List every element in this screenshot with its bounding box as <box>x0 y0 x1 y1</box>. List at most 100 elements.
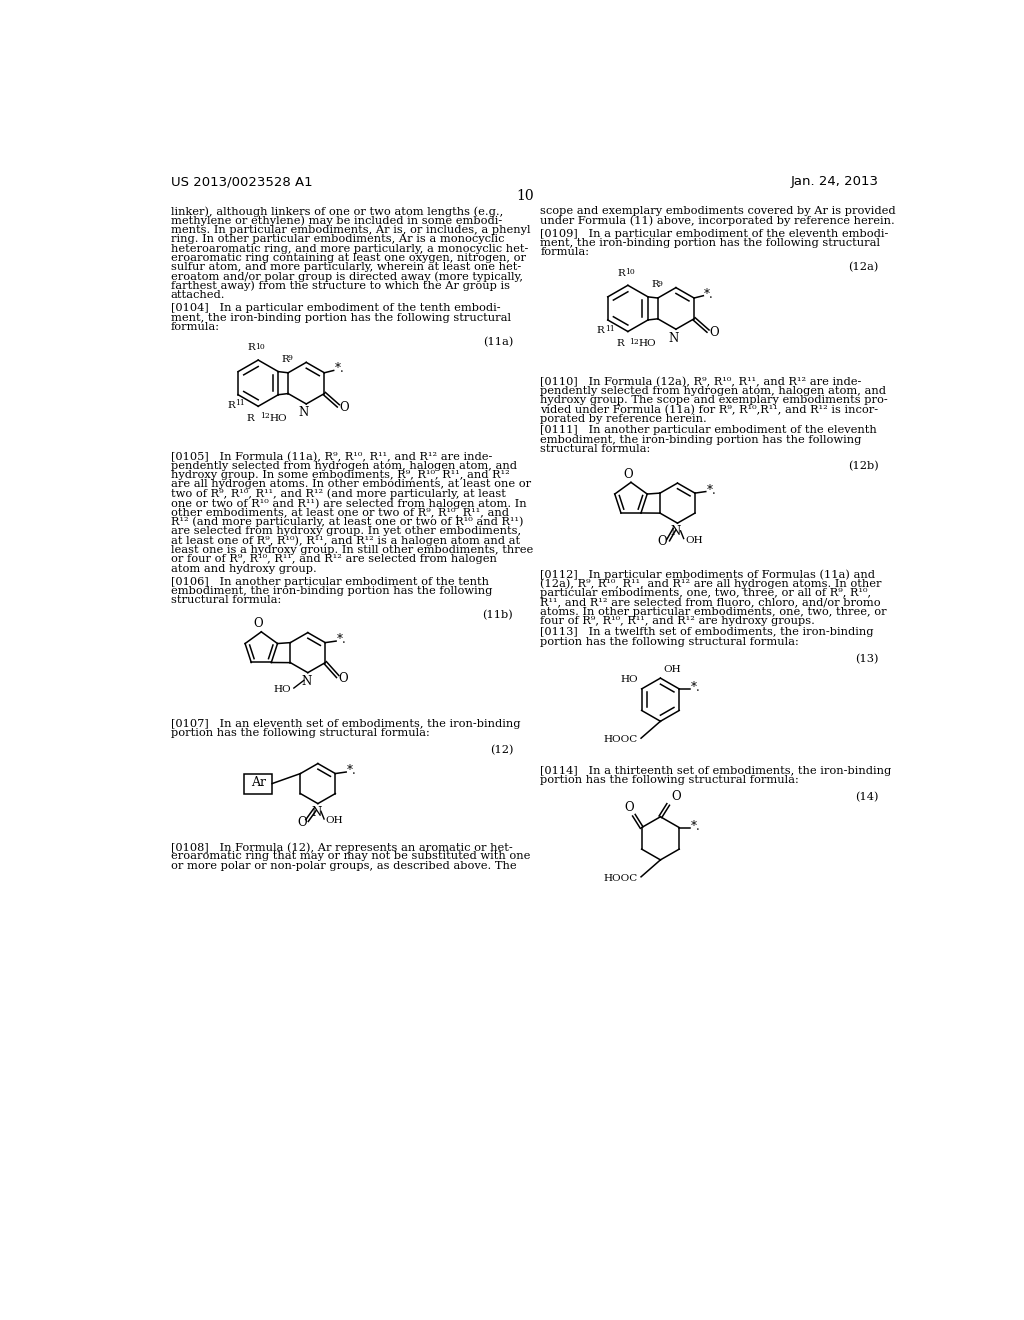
Text: embodiment, the iron-binding portion has the following: embodiment, the iron-binding portion has… <box>541 434 861 445</box>
Text: [0108]   In Formula (12), Ar represents an aromatic or het-: [0108] In Formula (12), Ar represents an… <box>171 842 512 853</box>
Text: O: O <box>710 326 719 339</box>
Text: 9: 9 <box>288 354 293 363</box>
Text: (12): (12) <box>489 744 513 755</box>
Text: eroaromatic ring that may or may not be substituted with one: eroaromatic ring that may or may not be … <box>171 851 530 862</box>
Text: 12: 12 <box>260 412 269 421</box>
Text: formula:: formula: <box>171 322 219 333</box>
Text: OH: OH <box>326 816 343 825</box>
Text: (11b): (11b) <box>482 610 513 620</box>
Text: linker), although linkers of one or two atom lengths (e.g.,: linker), although linkers of one or two … <box>171 206 503 216</box>
Text: R¹² (and more particularly, at least one or two of R¹⁰ and R¹¹): R¹² (and more particularly, at least one… <box>171 517 523 528</box>
Text: [0110]   In Formula (12a), R⁹, R¹⁰, R¹¹, and R¹² are inde-: [0110] In Formula (12a), R⁹, R¹⁰, R¹¹, a… <box>541 376 861 387</box>
Text: eroatom and/or polar group is directed away (more typically,: eroatom and/or polar group is directed a… <box>171 272 522 282</box>
Text: HOOC: HOOC <box>604 735 638 744</box>
Text: O: O <box>338 672 348 685</box>
Text: 10: 10 <box>255 343 265 351</box>
Text: O: O <box>298 816 307 829</box>
Text: scope and exemplary embodiments covered by Ar is provided: scope and exemplary embodiments covered … <box>541 206 896 216</box>
Text: other embodiments, at least one or two of R⁹, R¹⁰, R¹¹, and: other embodiments, at least one or two o… <box>171 507 509 517</box>
Text: or four of R⁹, R¹⁰, R¹¹, and R¹² are selected from halogen: or four of R⁹, R¹⁰, R¹¹, and R¹² are sel… <box>171 554 497 564</box>
Text: ments. In particular embodiments, Ar is, or includes, a phenyl: ments. In particular embodiments, Ar is,… <box>171 224 530 235</box>
Text: N: N <box>301 675 311 688</box>
Text: portion has the following structural formula:: portion has the following structural for… <box>171 729 429 738</box>
Text: (11a): (11a) <box>482 337 513 347</box>
Text: *.: *. <box>691 820 700 833</box>
Text: eroaromatic ring containing at least one oxygen, nitrogen, or: eroaromatic ring containing at least one… <box>171 253 525 263</box>
Text: at least one of R⁹, R¹⁰), R¹¹, and R¹² is a halogen atom and at: at least one of R⁹, R¹⁰), R¹¹, and R¹² i… <box>171 536 520 546</box>
Text: *.: *. <box>705 288 714 301</box>
Text: attached.: attached. <box>171 290 225 300</box>
Text: R: R <box>248 343 255 352</box>
Text: Ar: Ar <box>251 776 265 789</box>
Text: R: R <box>227 401 234 411</box>
Text: R: R <box>651 280 658 289</box>
Text: 11: 11 <box>234 400 245 408</box>
Text: *.: *. <box>691 681 700 694</box>
Text: pendently selected from hydrogen atom, halogen atom, and: pendently selected from hydrogen atom, h… <box>171 461 517 471</box>
Text: *.: *. <box>707 483 717 496</box>
Text: N: N <box>311 807 322 818</box>
Text: porated by reference herein.: porated by reference herein. <box>541 414 707 424</box>
Text: 12: 12 <box>630 338 639 346</box>
Text: R: R <box>282 355 289 364</box>
Text: or more polar or non-polar groups, as described above. The: or more polar or non-polar groups, as de… <box>171 861 516 871</box>
Text: (12b): (12b) <box>848 461 879 471</box>
Text: are selected from hydroxy group. In yet other embodiments,: are selected from hydroxy group. In yet … <box>171 527 521 536</box>
Text: atoms. In other particular embodiments, one, two, three, or: atoms. In other particular embodiments, … <box>541 607 887 616</box>
Text: portion has the following structural formula:: portion has the following structural for… <box>541 775 799 785</box>
Text: Jan. 24, 2013: Jan. 24, 2013 <box>791 176 879 189</box>
Text: US 2013/0023528 A1: US 2013/0023528 A1 <box>171 176 312 189</box>
Text: 9: 9 <box>657 280 663 288</box>
Text: OH: OH <box>664 664 681 673</box>
Text: N: N <box>299 407 309 420</box>
Text: R¹¹, and R¹² are selected from fluoro, chloro, and/or bromo: R¹¹, and R¹² are selected from fluoro, c… <box>541 598 881 607</box>
Text: [0111]   In another particular embodiment of the eleventh: [0111] In another particular embodiment … <box>541 425 877 436</box>
Text: [0106]   In another particular embodiment of the tenth: [0106] In another particular embodiment … <box>171 577 488 586</box>
Text: HO: HO <box>621 676 639 684</box>
Text: methylene or ethylene) may be included in some embodi-: methylene or ethylene) may be included i… <box>171 215 502 226</box>
Text: two of R⁹, R¹⁰, R¹¹, and R¹² (and more particularly, at least: two of R⁹, R¹⁰, R¹¹, and R¹² (and more p… <box>171 488 506 499</box>
Text: [0105]   In Formula (11a), R⁹, R¹⁰, R¹¹, and R¹² are inde-: [0105] In Formula (11a), R⁹, R¹⁰, R¹¹, a… <box>171 451 492 462</box>
Text: [0114]   In a thirteenth set of embodiments, the iron-binding: [0114] In a thirteenth set of embodiment… <box>541 766 892 776</box>
Text: heteroaromatic ring, and more particularly, a monocyclic het-: heteroaromatic ring, and more particular… <box>171 243 528 253</box>
Text: (14): (14) <box>855 792 879 803</box>
Text: N: N <box>669 331 679 345</box>
Text: are all hydrogen atoms. In other embodiments, at least one or: are all hydrogen atoms. In other embodim… <box>171 479 530 490</box>
Text: HOOC: HOOC <box>604 874 638 883</box>
Text: *.: *. <box>347 764 356 777</box>
Text: (13): (13) <box>855 653 879 664</box>
Text: vided under Formula (11a) for R⁹, R¹⁰,R¹¹, and R¹² is incor-: vided under Formula (11a) for R⁹, R¹⁰,R¹… <box>541 405 879 414</box>
Text: O: O <box>623 467 633 480</box>
Text: HO: HO <box>273 685 291 694</box>
Text: farthest away) from the structure to which the Ar group is: farthest away) from the structure to whi… <box>171 281 510 292</box>
Text: R: R <box>247 414 254 422</box>
Text: O: O <box>672 789 681 803</box>
Text: structural formula:: structural formula: <box>171 595 281 606</box>
Text: [0113]   In a twelfth set of embodiments, the iron-binding: [0113] In a twelfth set of embodiments, … <box>541 627 873 638</box>
Text: under Formula (11) above, incorporated by reference herein.: under Formula (11) above, incorporated b… <box>541 215 895 226</box>
Text: ring. In other particular embodiments, Ar is a monocyclic: ring. In other particular embodiments, A… <box>171 234 504 244</box>
Text: ment, the iron-binding portion has the following structural: ment, the iron-binding portion has the f… <box>171 313 511 322</box>
Text: R: R <box>616 339 624 348</box>
Text: least one is a hydroxy group. In still other embodiments, three: least one is a hydroxy group. In still o… <box>171 545 532 554</box>
Text: particular embodiments, one, two, three, or all of R⁹, R¹⁰,: particular embodiments, one, two, three,… <box>541 589 871 598</box>
Text: [0104]   In a particular embodiment of the tenth embodi-: [0104] In a particular embodiment of the… <box>171 304 501 313</box>
Text: ment, the iron-binding portion has the following structural: ment, the iron-binding portion has the f… <box>541 238 881 248</box>
Text: O: O <box>657 535 667 548</box>
Text: sulfur atom, and more particularly, wherein at least one het-: sulfur atom, and more particularly, wher… <box>171 263 521 272</box>
Bar <box>245 774 272 793</box>
Text: *.: *. <box>337 634 347 645</box>
Text: O: O <box>625 801 634 813</box>
Text: R: R <box>617 268 625 277</box>
Text: R: R <box>597 326 604 335</box>
Text: formula:: formula: <box>541 247 589 257</box>
Text: 10: 10 <box>516 189 534 203</box>
Text: HO: HO <box>269 414 287 422</box>
Text: [0112]   In particular embodiments of Formulas (11a) and: [0112] In particular embodiments of Form… <box>541 569 876 579</box>
Text: (12a): (12a) <box>849 263 879 272</box>
Text: 10: 10 <box>625 268 635 276</box>
Text: embodiment, the iron-binding portion has the following: embodiment, the iron-binding portion has… <box>171 586 492 597</box>
Text: OH: OH <box>685 536 702 545</box>
Text: (12a), R⁹, R¹⁰, R¹¹, and R¹² are all hydrogen atoms. In other: (12a), R⁹, R¹⁰, R¹¹, and R¹² are all hyd… <box>541 578 882 589</box>
Text: pendently selected from hydrogen atom, halogen atom, and: pendently selected from hydrogen atom, h… <box>541 385 887 396</box>
